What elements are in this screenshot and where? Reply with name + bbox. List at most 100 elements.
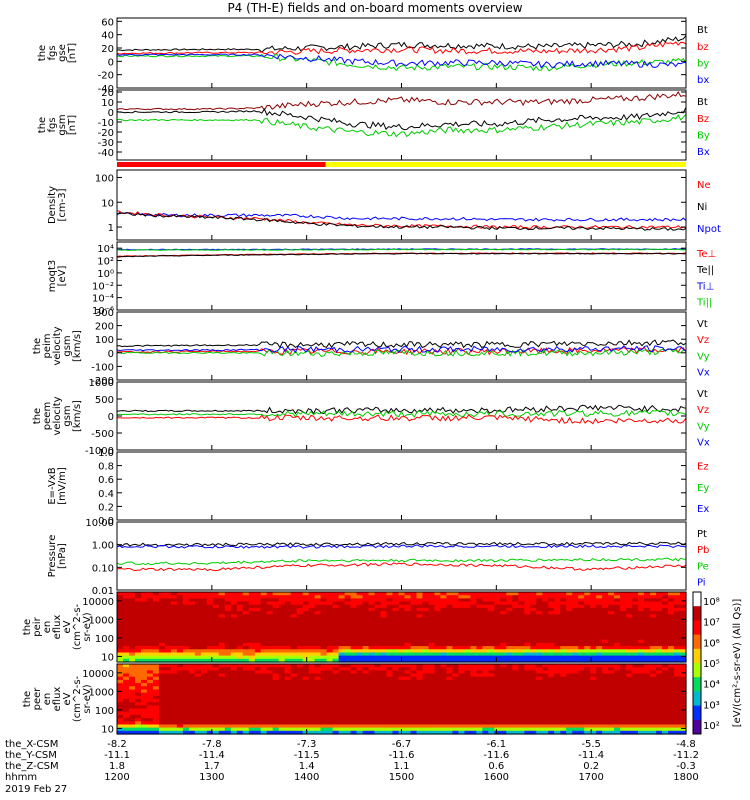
spectrogram-cell <box>416 655 424 660</box>
spectrogram-cell <box>566 598 573 603</box>
spectrogram-cell <box>572 614 579 619</box>
spectrogram-cell <box>530 607 537 612</box>
spectrogram-cell <box>302 730 310 735</box>
spectrogram-cell <box>674 614 681 619</box>
spectrogram-cell <box>320 664 328 668</box>
spectrogram-cell <box>590 708 597 713</box>
spectrogram-cell <box>278 721 286 726</box>
spectrogram-cell <box>614 642 621 647</box>
spectrogram-cell <box>152 724 160 729</box>
spectrogram-cell <box>470 676 477 681</box>
spectrogram-cell <box>572 636 579 641</box>
spectrogram-cell <box>602 676 609 681</box>
spectrogram-cell <box>398 718 406 722</box>
spectrogram-cell <box>428 683 436 687</box>
spectrogram-cell <box>602 699 609 703</box>
spectrogram-cell <box>356 617 364 622</box>
spectrogram-cell <box>542 595 549 599</box>
spectrogram-cell <box>368 730 376 735</box>
spectrogram-cell <box>614 592 621 596</box>
spectrogram-cell <box>326 683 334 687</box>
spectrogram-cell <box>644 702 651 706</box>
spectrogram-cell <box>266 658 274 663</box>
spectrogram-cell <box>398 676 406 681</box>
spectrogram-cell <box>117 692 124 697</box>
spectrogram-cell <box>141 633 148 638</box>
spectrogram-cell <box>260 679 268 684</box>
spectrogram-cell <box>152 689 160 694</box>
spectrogram-cell <box>626 614 633 619</box>
spectrogram-cell <box>176 686 184 691</box>
spectrogram-cell <box>404 630 412 634</box>
spectrogram-cell <box>452 592 459 596</box>
spectrogram-cell <box>386 699 394 703</box>
spectrogram-cell <box>182 642 190 647</box>
spectrogram-cell <box>398 702 406 706</box>
spectrogram-cell <box>332 611 340 615</box>
spectrogram-cell <box>680 646 687 650</box>
spectrogram-cell <box>314 658 322 663</box>
spectrogram-cell <box>123 699 130 703</box>
spectrogram-cell <box>386 595 394 599</box>
spectrogram-cell <box>129 664 136 668</box>
spectrogram-cell <box>164 633 172 638</box>
spectrogram-cell <box>668 721 675 726</box>
spectrogram-cell <box>170 667 178 671</box>
spectrogram-cell <box>626 617 633 622</box>
spectrogram-cell <box>446 679 453 684</box>
spectrogram-cell <box>578 730 585 735</box>
spectrogram-cell <box>392 639 400 644</box>
spectrogram-cell <box>380 595 388 599</box>
spectrogram-cell <box>638 646 645 650</box>
spectrogram-cell <box>638 652 645 657</box>
spectrogram-cell <box>290 642 298 647</box>
spectrogram-cell <box>212 601 220 606</box>
spectrogram-cell <box>566 623 573 628</box>
spectrogram-cell <box>320 623 328 628</box>
spectrogram-cell <box>218 683 226 687</box>
spectrogram-cell <box>272 676 280 681</box>
spectrogram-cell <box>638 604 645 609</box>
legend-vt: Vt <box>697 319 708 330</box>
spectrogram-cell <box>164 623 172 628</box>
spectrogram-cell <box>572 705 579 710</box>
spectrogram-cell <box>302 676 310 681</box>
spectrogram-cell <box>356 633 364 638</box>
spectrogram-cell <box>500 617 507 622</box>
spectrogram-cell <box>674 617 681 622</box>
spectrogram-cell <box>380 658 388 663</box>
spectrogram-cell <box>590 617 597 622</box>
spectrogram-cell <box>410 724 418 729</box>
spectrogram-cell <box>416 667 424 671</box>
spectrogram-cell <box>242 708 250 713</box>
spectrogram-cell <box>512 655 519 660</box>
spectrogram-cell <box>158 683 166 687</box>
spectrogram-cell <box>158 727 166 732</box>
spectrogram-cell <box>602 627 609 631</box>
spectrogram-cell <box>578 708 585 713</box>
spectrogram-cell <box>590 614 597 619</box>
spectrogram-cell <box>272 711 280 716</box>
spectrogram-cell <box>620 692 627 697</box>
legend-vz: Vz <box>697 335 709 346</box>
spectrogram-cell <box>590 718 597 722</box>
spectrogram-cell <box>386 670 394 675</box>
spectrogram-cell <box>452 714 459 719</box>
spectrogram-cell <box>512 620 519 625</box>
spectrogram-cell <box>464 664 471 668</box>
spectrogram-cell <box>614 598 621 603</box>
spectrogram-cell <box>302 711 310 716</box>
spectrogram-cell <box>512 636 519 641</box>
spectrogram-cell <box>398 714 406 719</box>
spectrogram-cell <box>662 614 669 619</box>
spectrogram-cell <box>494 633 501 638</box>
spectrogram-cell <box>260 630 268 634</box>
spectrogram-cell <box>182 595 190 599</box>
spectrogram-cell <box>512 623 519 628</box>
spectrogram-cell <box>512 670 519 675</box>
spectrogram-cell <box>494 676 501 681</box>
spectrogram-cell <box>326 708 334 713</box>
spectrogram-cell <box>416 702 424 706</box>
spectrogram-cell <box>578 652 585 657</box>
spectrogram-cell <box>326 623 334 628</box>
